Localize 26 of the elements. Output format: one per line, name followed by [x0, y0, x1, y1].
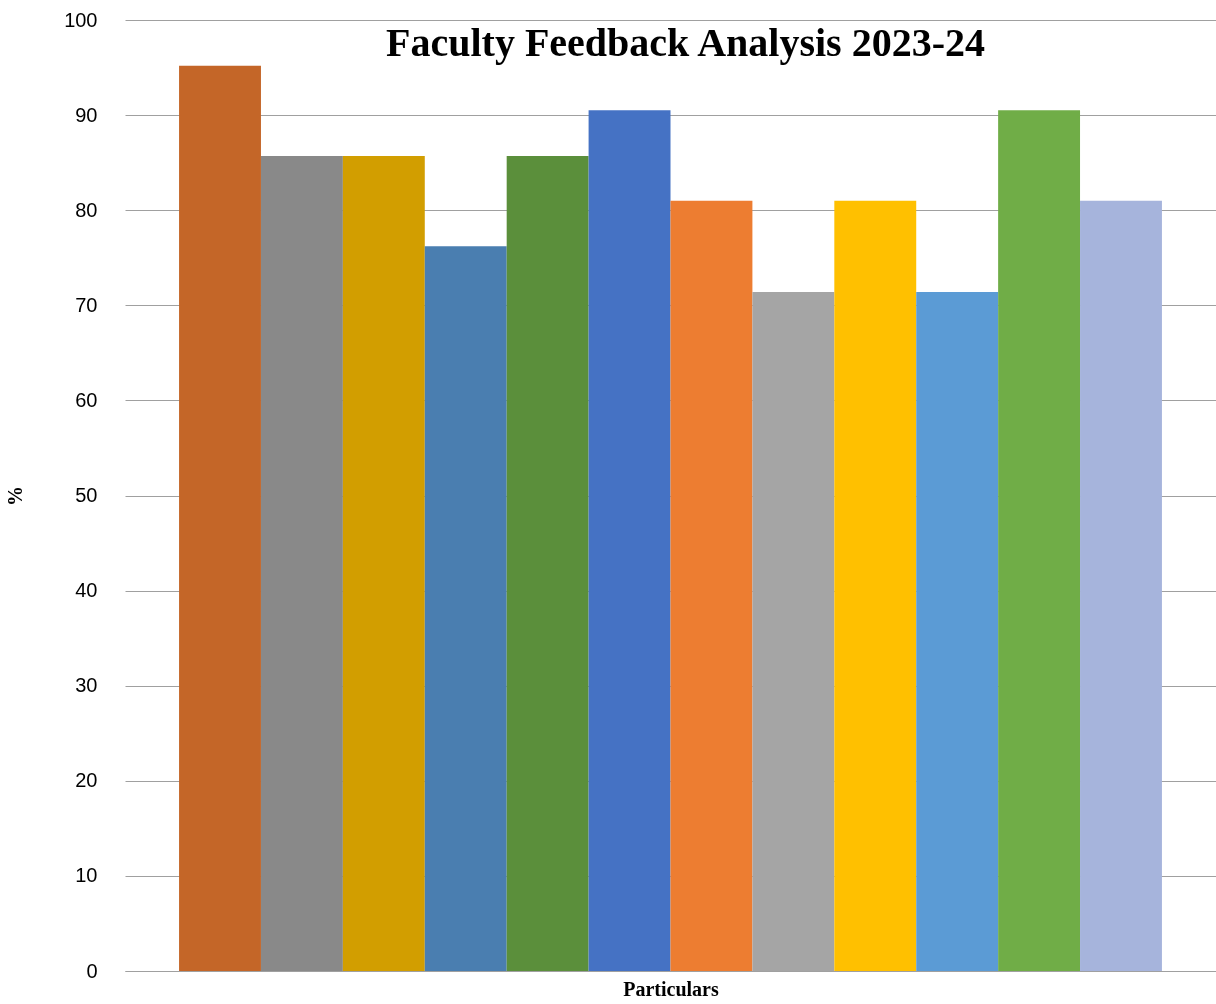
y-tick-label: 10 [75, 864, 98, 887]
bar [1080, 200, 1162, 971]
bar [342, 155, 425, 971]
y-tick-label: 80 [75, 198, 98, 221]
y-tick-label: 100 [64, 8, 98, 31]
bar [670, 200, 753, 971]
y-tick-label: 20 [75, 769, 98, 792]
y-tick-label: 70 [75, 293, 98, 316]
bar [916, 291, 999, 971]
x-axis-title: Particulars [623, 977, 719, 1000]
y-tick-label: 30 [75, 674, 98, 697]
chart-title: Faculty Feedback Analysis 2023-24 [386, 20, 985, 65]
y-tick-label: 0 [86, 959, 98, 982]
bar [179, 65, 261, 971]
bar [506, 155, 589, 971]
bar [752, 291, 835, 971]
y-axis-title: % [4, 486, 27, 506]
y-tick-label: 60 [75, 388, 98, 411]
y-tick-label: 50 [75, 484, 98, 506]
bar [588, 110, 671, 971]
bar [260, 155, 343, 971]
bar [424, 246, 507, 971]
y-tick-label: 90 [75, 103, 98, 126]
y-tick-label: 40 [75, 579, 98, 602]
bar [834, 200, 917, 971]
bar [998, 110, 1081, 971]
